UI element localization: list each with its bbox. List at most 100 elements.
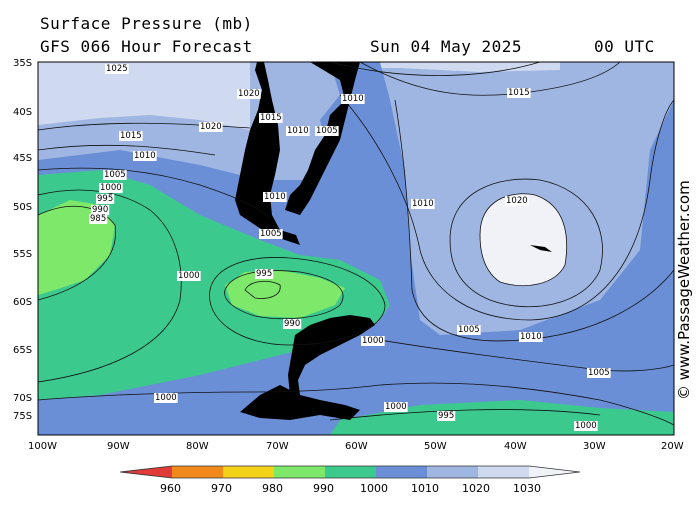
antarctica-coast xyxy=(240,385,360,420)
isobar-label: 1000 xyxy=(362,336,384,346)
lat-label: 60S xyxy=(13,297,32,308)
isobar-label-bg xyxy=(505,196,529,206)
lon-label: 40W xyxy=(504,441,527,452)
lat-label: 75S xyxy=(13,411,32,422)
lat-label: 70S xyxy=(13,393,32,404)
colorbar-segment xyxy=(427,466,478,478)
colorbar-segment xyxy=(529,466,580,478)
lon-label: 60W xyxy=(345,441,368,452)
isobar-label-bg xyxy=(574,421,598,431)
isobar-label-bg xyxy=(507,88,531,98)
fill-1020-nw xyxy=(38,62,250,130)
isobar-label: 1000 xyxy=(385,402,407,412)
south-georgia xyxy=(530,245,552,252)
isobar-label-bg xyxy=(384,402,408,412)
isobar-label-bg xyxy=(199,122,223,132)
isobar-label-bg xyxy=(411,199,435,209)
lon-label: 50W xyxy=(424,441,447,452)
isobar-label: 990 xyxy=(92,205,108,215)
lat-label: 50S xyxy=(13,202,32,213)
isobar-label-bg xyxy=(154,393,178,403)
isobar-label-bg xyxy=(341,94,365,104)
isobar-label: 1020 xyxy=(200,122,222,132)
isobar-label: 1020 xyxy=(506,196,528,206)
isobar-label-bg xyxy=(437,411,456,421)
lat-label: 65S xyxy=(13,345,32,356)
fill-1020-n xyxy=(330,62,560,72)
colorbar-label: 1000 xyxy=(360,482,388,495)
colorbar-label: 1010 xyxy=(411,482,439,495)
isobar-label: 1005 xyxy=(260,229,282,239)
map-title: Surface Pressure (mb) xyxy=(40,14,253,33)
colorbar-segment xyxy=(172,466,223,478)
isobar-label: 995 xyxy=(256,269,272,279)
colorbar-segment xyxy=(274,466,325,478)
isobar-label-bg xyxy=(89,214,108,224)
colorbar-segment xyxy=(376,466,427,478)
isobar-label-bg xyxy=(119,131,143,141)
isobar-labels: 1025 1020 1015 1010 1005 1000 995 990 98… xyxy=(89,64,611,431)
isobar-label: 1005 xyxy=(458,325,480,335)
isobar-label: 1010 xyxy=(264,192,286,202)
isobar-label-bg xyxy=(457,325,481,335)
lat-label: 55S xyxy=(13,249,32,260)
isobar-label: 995 xyxy=(438,411,454,421)
colorbar-label: 970 xyxy=(211,482,232,495)
map-frame xyxy=(37,61,675,436)
isobar-label: 1025 xyxy=(106,64,128,74)
isobar-label: 1000 xyxy=(100,183,122,193)
coastline xyxy=(235,62,552,420)
isobar-label: 985 xyxy=(90,214,106,224)
isobar-label-bg xyxy=(133,151,157,161)
isobar-label-bg xyxy=(91,205,110,215)
isobar-label: 1015 xyxy=(508,88,530,98)
isobar-label-bg xyxy=(286,126,310,136)
isobar-label-bg xyxy=(103,170,127,180)
isobar-label: 990 xyxy=(284,319,300,329)
isobar-label-bg xyxy=(99,183,123,193)
lat-label: 40S xyxy=(13,107,32,118)
fill-1020-high xyxy=(480,193,567,286)
antarctic-peninsula xyxy=(288,315,375,395)
latitude-labels: 35S 40S 45S 50S 55S 60S 65S 70S 75S xyxy=(13,58,32,422)
isobar-label: 1010 xyxy=(520,332,542,342)
lon-label: 80W xyxy=(186,441,209,452)
south-america-east xyxy=(285,62,360,215)
isobar-label: 1015 xyxy=(120,131,142,141)
isobar-label-bg xyxy=(587,368,611,378)
pressure-colorbar: 960 970 980 990 1000 1010 1020 1030 xyxy=(119,465,581,495)
colorbar-label: 1030 xyxy=(513,482,541,495)
forecast-time: 00 UTC xyxy=(594,37,655,56)
isobar-label: 1020 xyxy=(238,89,260,99)
colorbar-label: 980 xyxy=(262,482,283,495)
forecast-date: Sun 04 May 2025 xyxy=(370,37,522,56)
isobar-label-bg xyxy=(96,194,115,204)
colorbar-segment xyxy=(223,466,274,478)
isobar-label: 1010 xyxy=(287,126,309,136)
isobar-label-bg xyxy=(361,336,385,346)
lon-label: 70W xyxy=(266,441,289,452)
isobar-label-bg xyxy=(105,64,129,74)
lon-label: 20W xyxy=(661,441,684,452)
isobar-label-bg xyxy=(255,269,274,279)
isobar-label: 1000 xyxy=(155,393,177,403)
isobar-label-bg xyxy=(263,192,287,202)
isobar-label-bg xyxy=(519,332,543,342)
longitude-labels: 100W 90W 80W 70W 60W 50W 40W 30W 20W xyxy=(28,441,684,452)
isobar-label: 1005 xyxy=(588,368,610,378)
lat-label: 45S xyxy=(13,153,32,164)
lat-label: 35S xyxy=(13,58,32,69)
isobar-label-bg xyxy=(177,271,201,281)
isobar-label-bg xyxy=(259,113,283,123)
lon-label: 100W xyxy=(28,441,57,452)
colorbar-label: 990 xyxy=(313,482,334,495)
colorbar-label: 960 xyxy=(160,482,181,495)
south-america-west xyxy=(235,62,300,245)
forecast-subtitle: GFS 066 Hour Forecast xyxy=(40,37,253,56)
isobar-label: 1010 xyxy=(342,94,364,104)
isobar-label: 1000 xyxy=(575,421,597,431)
pressure-fill xyxy=(38,62,674,435)
isobar-label: 1010 xyxy=(412,199,434,209)
isobar-label: 1005 xyxy=(104,170,126,180)
